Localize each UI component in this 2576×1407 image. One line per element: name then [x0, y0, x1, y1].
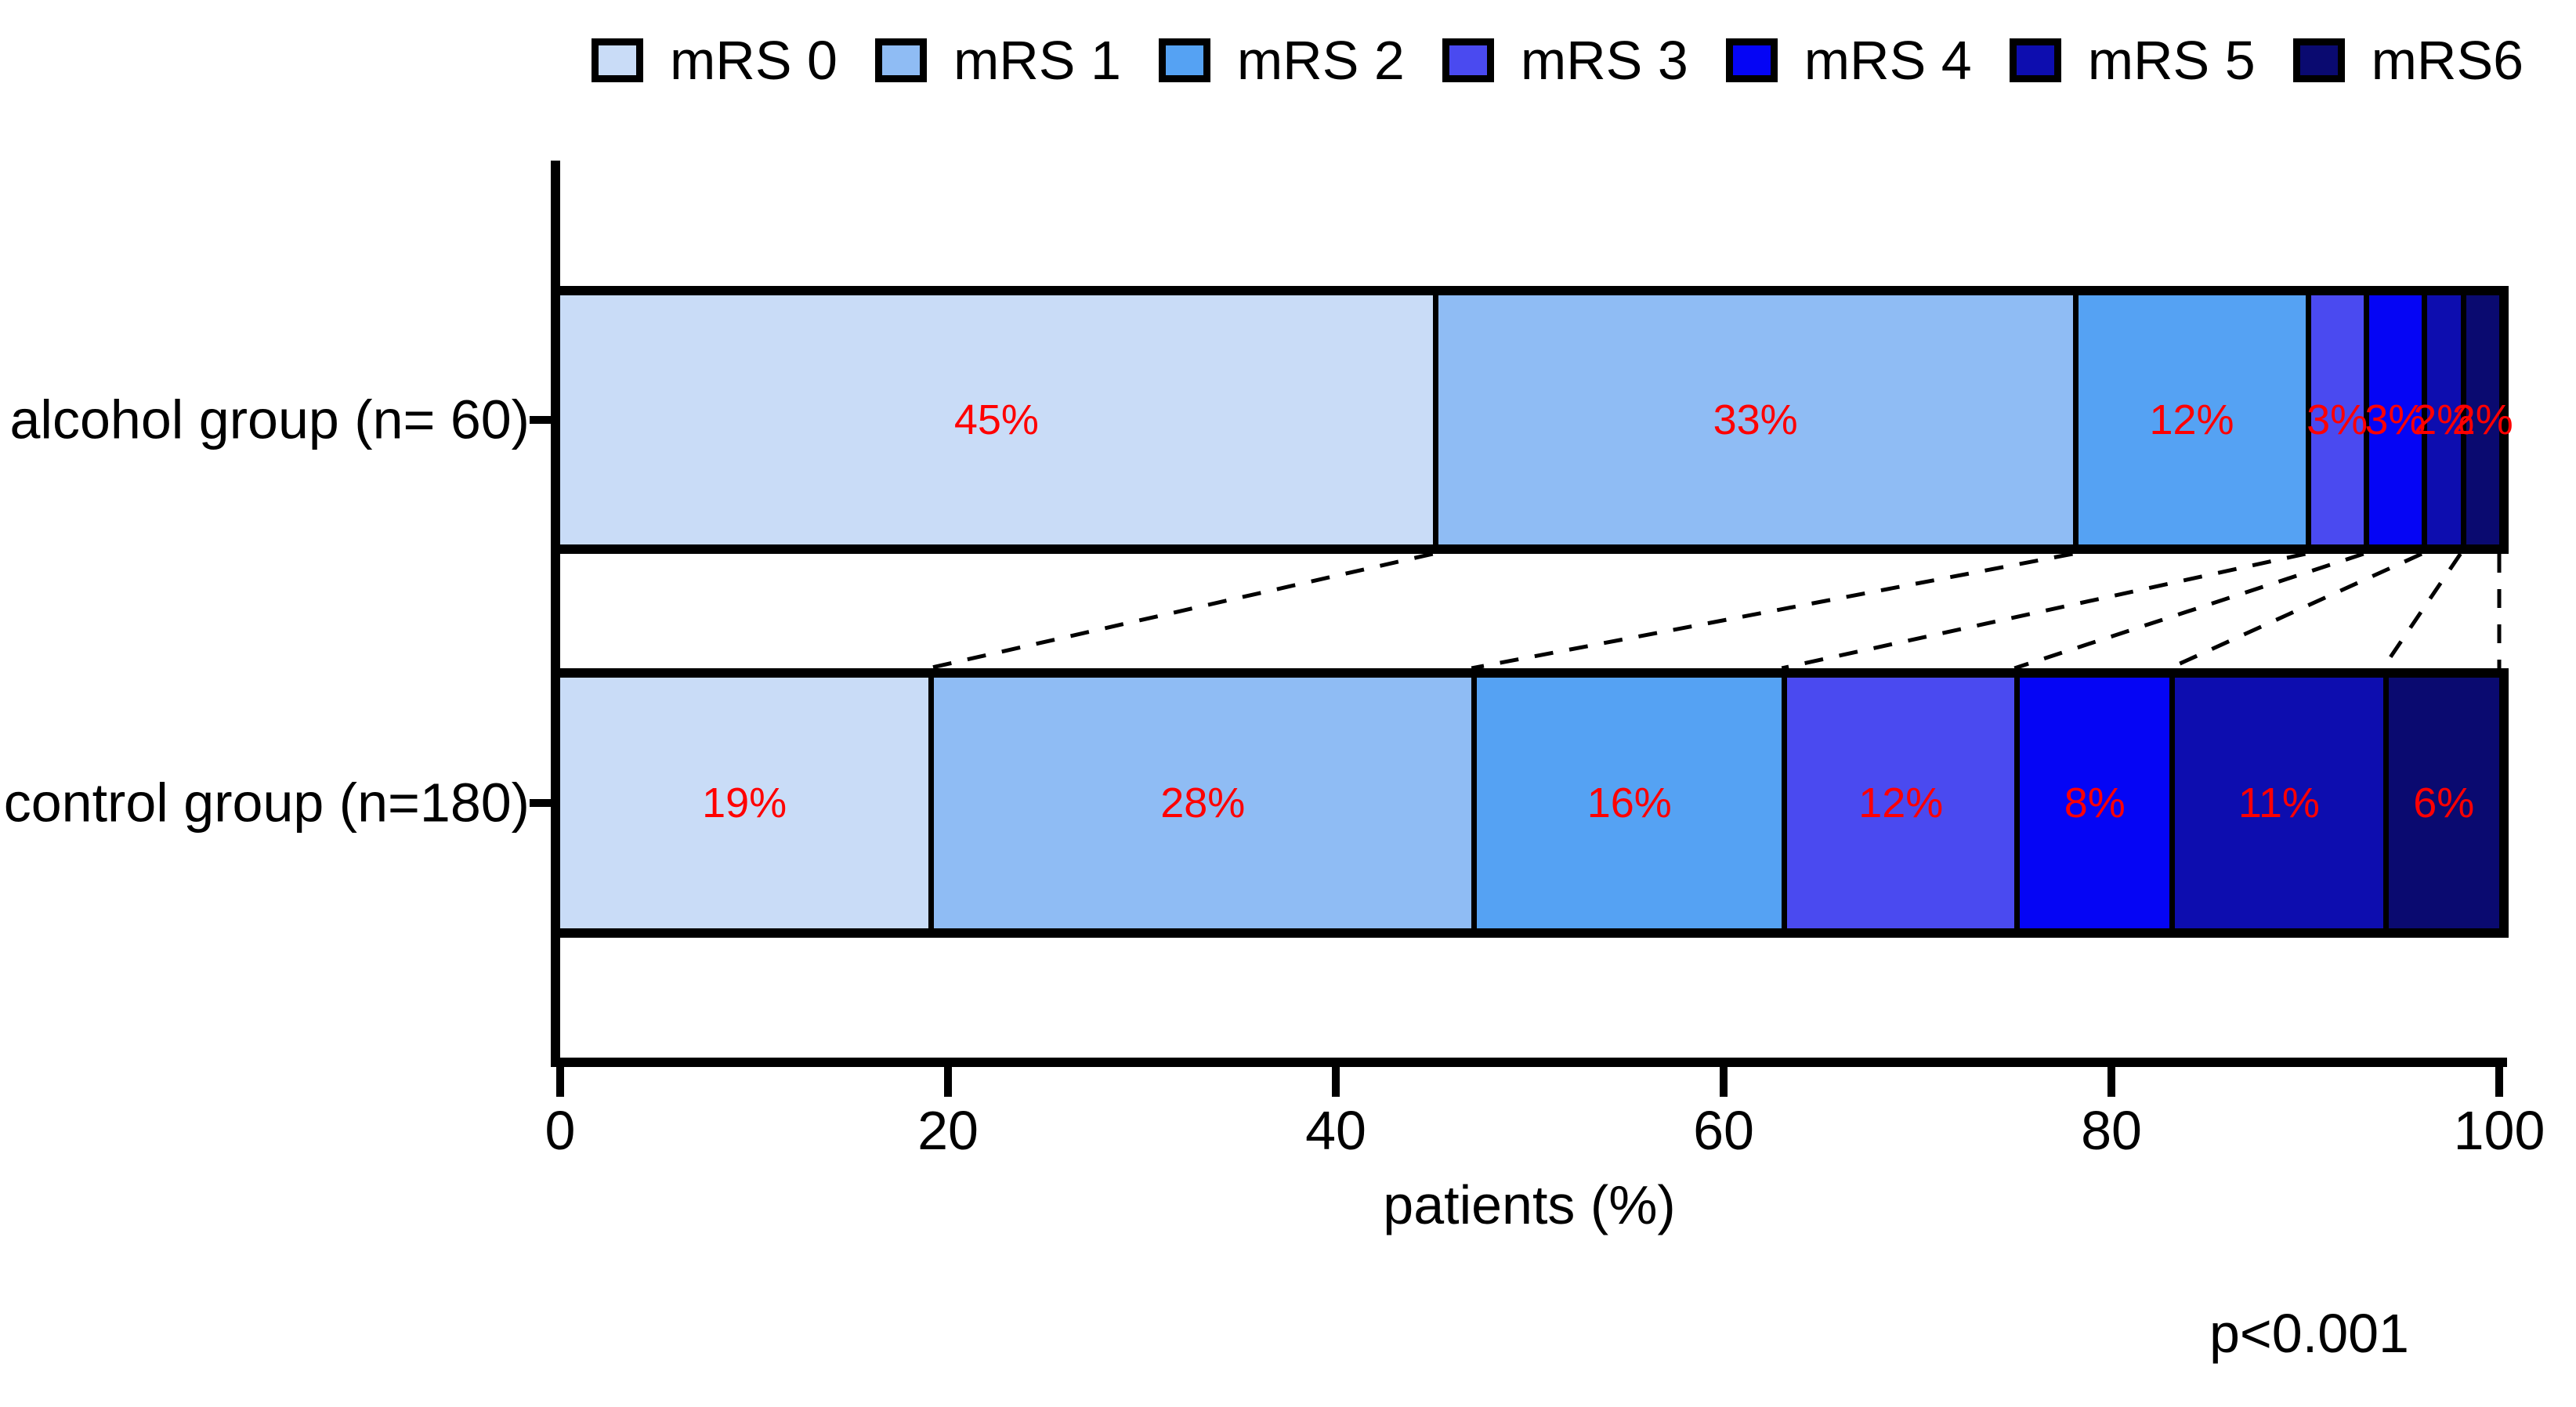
bar-segment-label: 11% — [2238, 779, 2320, 826]
bar-segment-label: 19% — [702, 779, 787, 826]
x-axis-title: patients (%) — [1383, 1174, 1676, 1235]
bar-segment: 11% — [2169, 678, 2383, 928]
legend-item: mRS 2 — [1158, 30, 1405, 91]
dashed-connector-line — [1781, 552, 2306, 671]
bar-segment: 16% — [1471, 678, 1782, 928]
x-tick-label: 100 — [2453, 1100, 2545, 1161]
bar-segment-label: 6% — [2413, 779, 2475, 826]
x-tick — [1720, 1067, 1728, 1097]
bar-segment-label: 45% — [953, 396, 1039, 443]
x-tick-label: 60 — [1693, 1100, 1754, 1161]
bar-segment-label: 8% — [2064, 779, 2126, 826]
bar-segment: 33% — [1432, 295, 2073, 544]
legend-swatch — [1442, 38, 1494, 82]
bar-segment-label: 28% — [1160, 779, 1246, 826]
legend-label: mRS 0 — [670, 30, 838, 91]
bar-segment: 3% — [2305, 295, 2368, 544]
x-tick-label: 20 — [917, 1100, 979, 1161]
x-tick — [2107, 1067, 2115, 1097]
legend-item: mRS 1 — [874, 30, 1121, 91]
legend-swatch — [2009, 38, 2061, 82]
x-tick-label: 0 — [545, 1100, 576, 1161]
x-tick — [944, 1067, 952, 1097]
bar-segment-label: 2% — [2451, 396, 2513, 443]
dashed-connector-line — [928, 552, 1434, 671]
bar-segment: 3% — [2363, 295, 2426, 544]
bar-segment: 12% — [1782, 678, 2015, 928]
bar-segment: 2% — [2413, 295, 2474, 544]
bar-segment: 6% — [2382, 678, 2499, 928]
dashed-connector-line — [2169, 552, 2423, 671]
legend-item: mRS 5 — [2009, 30, 2256, 91]
p-value-annotation: p<0.001 — [2209, 1303, 2409, 1364]
bar-segment-label: 33% — [1713, 396, 1798, 443]
bar-segment: 28% — [928, 678, 1472, 928]
legend-swatch — [592, 38, 643, 82]
legend-label: mRS 2 — [1236, 30, 1405, 91]
bar-segment-label: 3% — [2306, 396, 2368, 443]
legend-swatch — [2292, 38, 2345, 82]
legend-label: mRS 5 — [2087, 30, 2256, 91]
legend-item: mRS 4 — [1725, 30, 1972, 91]
bar-row-control-group: 19% 28% 16% 12% 8% 11% 6% — [551, 668, 2509, 938]
row-label-alcohol-group: alcohol group (n= 60) — [9, 389, 530, 450]
legend-item: mRS 0 — [592, 33, 838, 88]
x-tick-label: 80 — [2081, 1100, 2142, 1161]
x-tick — [2495, 1067, 2503, 1097]
bar-segment-label: 16% — [1586, 779, 1672, 826]
row-label-control-group: control group (n=180) — [3, 772, 530, 834]
bar-segment: 8% — [2014, 678, 2170, 928]
bar-segment: 45% — [560, 295, 1433, 544]
legend-swatch — [1725, 38, 1778, 82]
legend-swatch — [1158, 38, 1210, 82]
bar-segment-label: 3% — [2364, 396, 2426, 443]
legend-swatch — [874, 38, 927, 82]
bar-segment-label: 2% — [2413, 396, 2475, 443]
x-tick — [1332, 1067, 1340, 1097]
bar-segment: 2% — [2452, 295, 2513, 544]
legend-label: mRS 3 — [1520, 30, 1688, 91]
x-tick-label: 40 — [1305, 1100, 1366, 1161]
legend-label: mRS 4 — [1804, 30, 1972, 91]
x-tick — [556, 1067, 564, 1097]
bar-row-alcohol-group: 45% 33% 12% 3% 3% 2% 2% — [551, 286, 2513, 554]
bar-segment: 12% — [2072, 295, 2306, 544]
dashed-connector-line — [2381, 552, 2462, 670]
bar-segment-label: 12% — [1858, 779, 1944, 826]
bar-segment-label: 12% — [2149, 396, 2234, 443]
legend-label: mRS6 — [2371, 30, 2524, 91]
y-tick-alcohol — [530, 416, 551, 424]
legend-item: mRS 3 — [1442, 33, 1688, 88]
bar-segment: 19% — [560, 678, 929, 928]
x-axis-line — [551, 1058, 2507, 1067]
dashed-connector-line — [1471, 552, 2073, 671]
legend-item: mRS6 — [2292, 30, 2524, 91]
legend-label: mRS 1 — [953, 30, 1121, 91]
y-tick-control — [530, 799, 551, 807]
dashed-connector-line — [2013, 552, 2364, 671]
legend: mRS 0 mRS 1 mRS 2 mRS 3 mRS 4 mRS 5 mRS6 — [592, 30, 2524, 91]
